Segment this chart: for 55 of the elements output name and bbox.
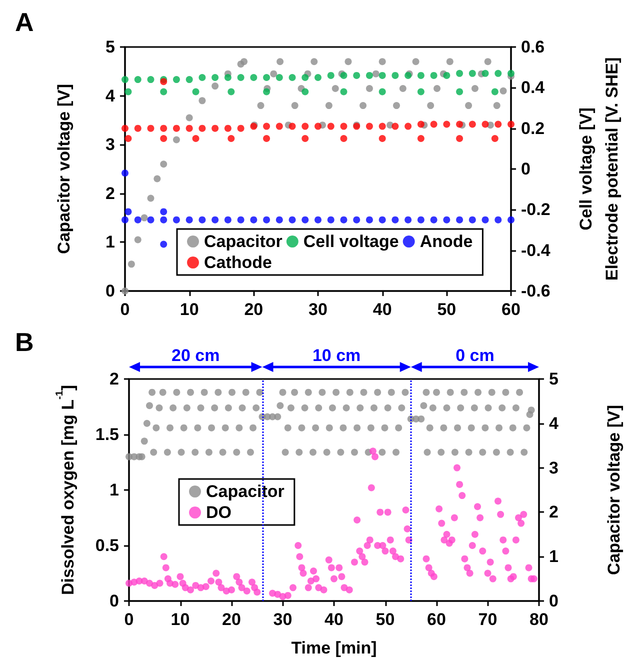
- x-tick-label: 60: [427, 610, 446, 629]
- chart-title: A: [15, 7, 34, 37]
- y-tick-label: 2: [106, 184, 115, 203]
- x-tick-label: 30: [273, 610, 292, 629]
- legend-label: Capacitor: [204, 232, 283, 251]
- x-tick-label: 60: [502, 300, 520, 319]
- y2-tick-label: 4: [549, 414, 559, 433]
- y2-tick-label: 0.6: [521, 38, 545, 56]
- y2-tick-label: 0: [521, 160, 530, 178]
- text: 10 cm: [312, 346, 361, 365]
- y2-tick-label: 0.4: [521, 78, 546, 98]
- x-tick-label: 40: [324, 610, 344, 629]
- legend-label: DO: [206, 503, 232, 522]
- text: 20 cm: [172, 346, 220, 365]
- legend-label: Capacitor: [206, 482, 285, 501]
- legend-label: Cell voltage: [303, 232, 399, 251]
- y2-tick-label: 5: [549, 370, 558, 388]
- y2-axis-title: Cell voltage [V] Electrode potential [V. SHE]: [576, 57, 622, 281]
- y2-tick-label: -0.2: [521, 200, 550, 220]
- x-tick-label: 80: [530, 610, 548, 629]
- y2-axis-title: Capacitor voltage [V]: [604, 404, 624, 576]
- y-tick-label: 3: [106, 135, 115, 154]
- x-tick-label: 70: [478, 610, 498, 629]
- y-tick-label: 1: [110, 480, 119, 500]
- y2-tick-label: 0: [549, 592, 558, 610]
- x-tick-label: 10: [170, 610, 190, 629]
- x-tick-label: 50: [437, 300, 456, 319]
- y-tick-label: 5: [106, 38, 115, 56]
- y2-tick-label: -0.6: [521, 282, 550, 300]
- text: 0 cm: [456, 346, 494, 365]
- y-tick-label: 4: [106, 86, 116, 106]
- legend-label: Cathode: [204, 253, 272, 272]
- y2-tick-label: 2: [549, 502, 558, 522]
- y-tick-label: 0: [110, 592, 119, 610]
- y-axis-title: Dissolved oxygen [mg L-1]: [54, 384, 78, 596]
- x-tick-label: 0: [124, 610, 134, 629]
- y2-tick-label: 0.2: [521, 118, 545, 138]
- x-tick-label: 30: [308, 300, 328, 319]
- y-axis-title: Capacitor voltage [V]: [54, 84, 74, 254]
- y-tick-label: 2: [110, 370, 119, 388]
- y-tick-label: 0: [106, 282, 115, 300]
- x-tick-label: 20: [222, 610, 241, 629]
- y2-tick-label: 1: [549, 547, 558, 566]
- y-tick-label: 1.5: [95, 425, 119, 444]
- y-tick-label: 1: [106, 232, 115, 252]
- x-tick-label: 20: [244, 300, 264, 319]
- y2-tick-label: 3: [549, 458, 558, 478]
- chart-title: B: [15, 327, 34, 357]
- x-tick-label: 50: [376, 610, 395, 629]
- y-tick-label: 0.5: [95, 536, 119, 555]
- x-axis-title: Time [min]: [291, 638, 377, 658]
- x-tick-label: 40: [372, 300, 392, 319]
- legend-label: Anode: [420, 232, 473, 251]
- x-tick-label: 10: [180, 300, 199, 319]
- y2-tick-label: -0.4: [521, 240, 551, 260]
